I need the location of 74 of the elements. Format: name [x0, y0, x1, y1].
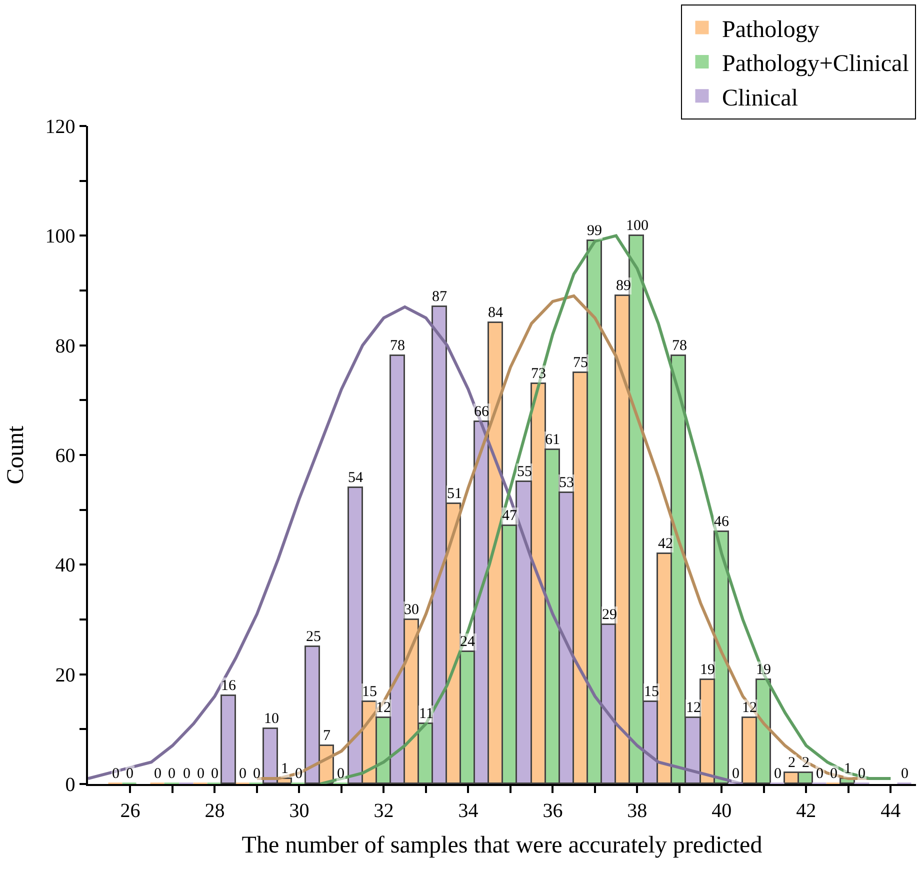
x-tick-label: 36 — [542, 800, 563, 822]
data-label: 16 — [221, 678, 236, 694]
data-label: 89 — [616, 278, 631, 294]
data-label: 0 — [816, 766, 824, 782]
data-label: 42 — [658, 536, 673, 552]
data-label: 25 — [306, 629, 321, 645]
data-label: 0 — [901, 766, 908, 782]
data-label: 29 — [602, 607, 617, 623]
data-label: 78 — [390, 338, 405, 354]
data-label: 100 — [626, 218, 648, 234]
y-tick-label: 40 — [55, 554, 76, 577]
x-axis-title: The number of samples that were accurately predicted — [242, 832, 762, 859]
data-label: 30 — [404, 602, 419, 618]
data-label: 0 — [197, 766, 204, 782]
data-label: 78 — [672, 338, 687, 354]
data-label: 0 — [183, 766, 190, 782]
y-tick-label: 60 — [55, 445, 76, 467]
data-label: 0 — [732, 766, 740, 782]
data-label: 51 — [447, 486, 462, 502]
data-label: 0 — [337, 766, 344, 782]
data-label: 84 — [488, 305, 504, 321]
data-label: 0 — [211, 766, 218, 782]
y-tick-label: 20 — [55, 664, 76, 686]
data-label: 0 — [858, 766, 866, 782]
data-label: 99 — [587, 223, 602, 239]
legend-label: Pathology+Clinical — [722, 51, 910, 78]
legend-label: Pathology — [722, 16, 820, 43]
data-label: 1 — [844, 761, 852, 777]
x-tick-label: 42 — [796, 800, 816, 822]
data-label: 2 — [788, 755, 796, 771]
data-label: 0 — [239, 766, 246, 782]
x-tick-label: 32 — [374, 800, 394, 822]
y-axis-title: Count — [2, 425, 29, 484]
data-label: 0 — [168, 766, 176, 782]
data-label: 12 — [376, 700, 391, 716]
data-label: 46 — [714, 514, 730, 530]
x-tick-label: 38 — [627, 800, 648, 822]
x-tick-label: 40 — [712, 800, 732, 822]
data-label: 66 — [474, 404, 490, 420]
data-label: 0 — [253, 766, 260, 782]
x-tick-label: 34 — [458, 800, 478, 822]
data-label: 0 — [126, 766, 134, 782]
legend-label: Clinical — [722, 85, 798, 112]
data-label: 0 — [154, 766, 162, 782]
data-label: 87 — [432, 289, 448, 305]
y-tick-label: 100 — [45, 226, 76, 248]
data-label: 12 — [686, 700, 701, 716]
y-tick-label: 120 — [45, 116, 76, 138]
data-label: 7 — [323, 728, 331, 744]
y-tick-label: 80 — [55, 335, 76, 358]
data-label: 1 — [281, 761, 288, 777]
data-label: 0 — [774, 766, 782, 782]
data-label: 11 — [419, 706, 434, 722]
data-label: 0 — [112, 766, 120, 782]
data-label: 54 — [348, 470, 364, 486]
data-label: 15 — [644, 684, 659, 700]
data-label: 55 — [517, 464, 532, 480]
y-tick-label: 0 — [65, 774, 76, 796]
x-tick-label: 28 — [204, 800, 225, 822]
x-tick-label: 30 — [289, 800, 310, 822]
data-label: 73 — [531, 366, 546, 382]
data-label: 0 — [830, 766, 838, 782]
data-label: 12 — [742, 700, 757, 716]
x-tick-label: 44 — [880, 800, 901, 822]
data-label: 47 — [502, 508, 518, 524]
data-label: 19 — [700, 662, 715, 678]
data-label: 24 — [460, 634, 476, 650]
data-label: 75 — [573, 355, 588, 371]
x-tick-label: 26 — [120, 800, 140, 822]
data-label: 53 — [559, 475, 574, 491]
data-label: 10 — [264, 711, 279, 727]
data-label: 61 — [545, 432, 560, 448]
data-label: 19 — [756, 662, 771, 678]
data-label: 15 — [362, 684, 377, 700]
